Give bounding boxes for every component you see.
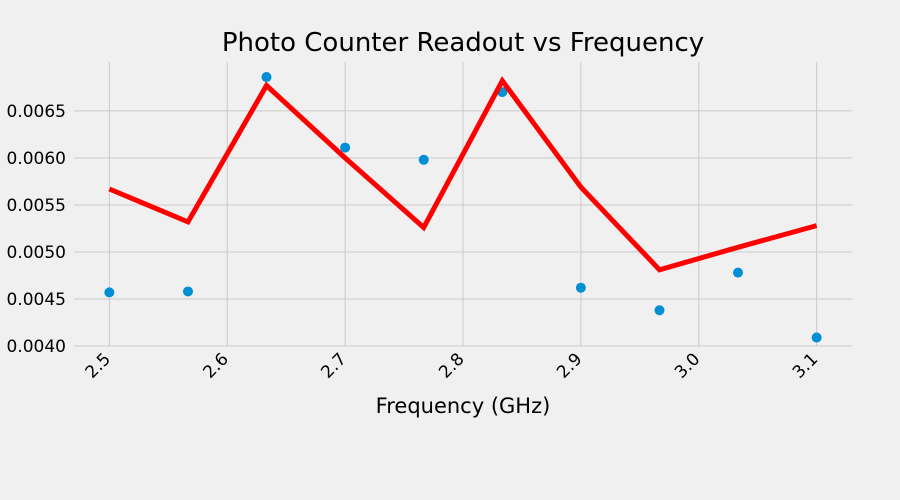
scatter-point xyxy=(104,287,115,298)
scatter-point xyxy=(811,332,822,343)
scatter-point xyxy=(182,286,193,297)
chart-title: Photo Counter Readout vs Frequency xyxy=(222,28,704,58)
scatter-point xyxy=(654,305,665,316)
x-axis-ticks: 2.5 2.6 2.7 2.8 2.9 3.0 3.1 xyxy=(82,349,823,382)
x-tick-label: 2.6 xyxy=(200,349,233,382)
y-tick-label: 0.0040 xyxy=(7,337,66,357)
y-axis-ticks: 0.0040 0.0045 0.0050 0.0055 0.0060 0.0065 xyxy=(7,102,66,357)
x-tick-label: 2.8 xyxy=(435,349,468,382)
y-tick-label: 0.0060 xyxy=(7,149,66,169)
series-line xyxy=(108,76,818,273)
scatter-point xyxy=(733,267,744,278)
x-tick-label: 2.7 xyxy=(317,349,350,382)
scatter-point xyxy=(261,72,272,83)
grid xyxy=(74,62,852,347)
scatter-point xyxy=(340,142,351,153)
x-tick-label: 3.0 xyxy=(671,349,704,382)
x-tick-label: 2.9 xyxy=(553,349,586,382)
plot-series xyxy=(104,72,822,343)
x-tick-label: 3.1 xyxy=(789,349,822,382)
x-axis-label: Frequency (GHz) xyxy=(376,394,551,418)
scatter-point xyxy=(418,154,429,165)
y-tick-label: 0.0045 xyxy=(7,290,66,310)
y-tick-label: 0.0065 xyxy=(7,102,66,122)
y-tick-label: 0.0055 xyxy=(7,196,66,216)
scatter-point xyxy=(575,282,586,293)
y-tick-label: 0.0050 xyxy=(7,243,66,263)
x-tick-label: 2.5 xyxy=(82,349,115,382)
